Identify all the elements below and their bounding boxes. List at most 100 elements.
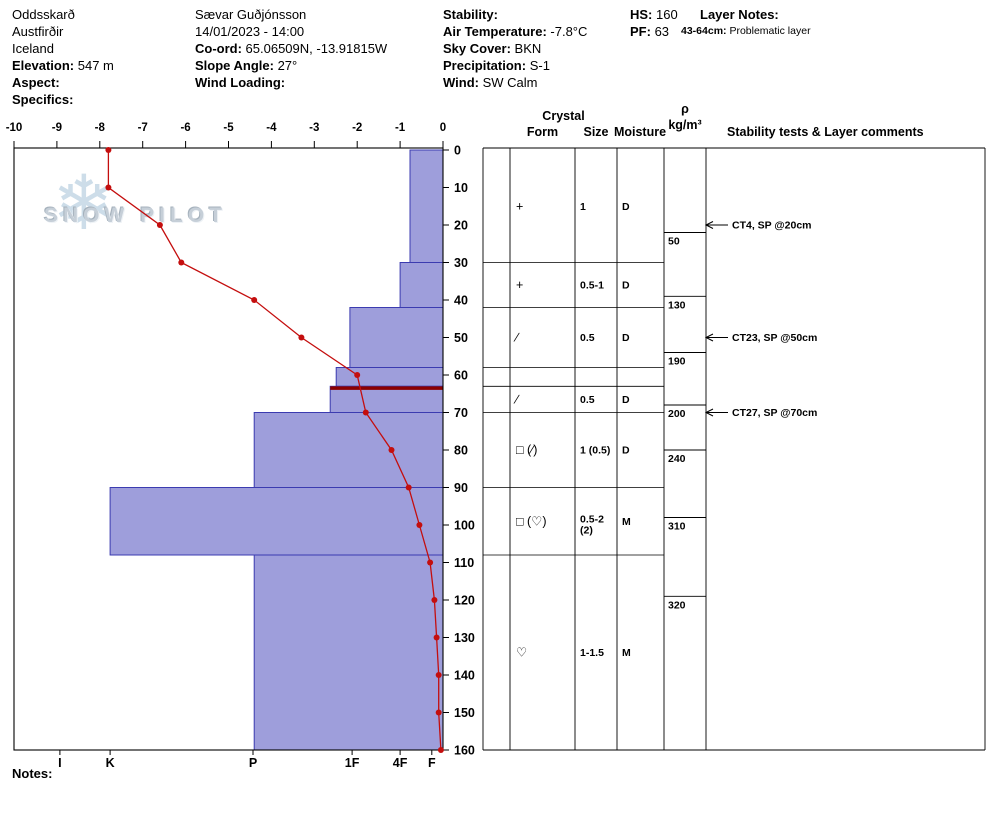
elevation-field: Elevation: 547 m [12, 57, 114, 74]
axis-label: 0 [440, 122, 446, 134]
site-name: Oddsskarð [12, 6, 114, 23]
snowflake-icon: ❄ [52, 161, 116, 246]
density-column: 50 130 190 200 240 310 320 [664, 232, 706, 611]
field-value: SW Calm [478, 75, 538, 90]
axis-label: -5 [223, 122, 234, 134]
field-value: 63 [650, 24, 670, 39]
density-value: 130 [668, 299, 686, 311]
notes-label: Notes: [12, 766, 53, 781]
temp-point [435, 709, 442, 716]
form-cell: □ (∕) [516, 443, 537, 457]
depth-label: 40 [454, 294, 468, 308]
form-header: Form [526, 125, 559, 139]
density-value: 310 [668, 521, 686, 533]
hardness-label: 4F [393, 756, 408, 770]
precipitation-field: Precipitation: S-1 [443, 57, 587, 74]
temperature-profile [105, 147, 444, 753]
site-region: Austfirðir [12, 23, 114, 40]
temp-point [405, 484, 412, 491]
moisture-cell: D [622, 201, 630, 213]
size-header: Size [583, 125, 609, 139]
axis-label: -4 [266, 122, 277, 134]
size-cell: 0.5 [580, 394, 595, 406]
temp-point [178, 259, 185, 266]
site-country: Iceland [12, 40, 114, 57]
size-cell: 0.5-1 [580, 280, 604, 292]
size-cell: (2) [580, 524, 593, 536]
wind-field: Wind: SW Calm [443, 74, 587, 91]
field-value: 14/01/2023 - 14:00 [195, 24, 305, 39]
hardness-label: K [106, 756, 115, 770]
hardness-axis: I K P 1F 4F F [58, 750, 436, 770]
hardness-bar [399, 262, 444, 308]
logo-text: SNOW PILOT [44, 204, 227, 227]
temp-point [105, 184, 112, 191]
size-cell: 0.5-2 [580, 513, 604, 525]
field-label: Air Temperature: [443, 24, 547, 39]
density-value: 240 [668, 453, 686, 465]
temp-point [427, 559, 434, 566]
test-arrowhead [704, 221, 714, 229]
air-temperature-field: Air Temperature: -7.8°C [443, 23, 587, 40]
hardness-bar [253, 554, 444, 751]
hardness-label: P [249, 756, 257, 770]
stability-field: Stability: [443, 6, 587, 23]
depth-label: 110 [454, 556, 474, 570]
moisture-cell: D [622, 445, 630, 457]
layer-note-item: 43-64cm: Problematic layer [681, 25, 811, 37]
field-value: Iceland [12, 41, 54, 56]
depth-label: 100 [454, 519, 475, 533]
field-value: Oddsskarð [12, 7, 75, 22]
size-cell: 1 (0.5) [580, 445, 610, 457]
depth-label: 120 [454, 594, 475, 608]
temp-point [105, 147, 112, 153]
field-label: Stability: [443, 7, 498, 22]
depth-label: 140 [454, 669, 475, 683]
axis-label: -8 [95, 122, 106, 134]
crystal-table-grid [482, 147, 986, 751]
hardness-bar [253, 412, 444, 488]
density-header: ρ [681, 102, 689, 116]
hardness-bar [349, 307, 444, 368]
moisture-cell: D [622, 280, 630, 292]
field-label: Wind Loading: [195, 75, 286, 90]
density-value: 320 [668, 599, 686, 611]
field-label: Co-ord: [195, 41, 242, 56]
depth-label: 10 [454, 181, 468, 195]
field-label: Sky Cover: [443, 41, 511, 56]
field-label: PF: [630, 24, 651, 39]
depth-label: 0 [454, 144, 461, 158]
temp-point [298, 334, 305, 341]
form-cell: + [516, 278, 523, 292]
observer-name: Sævar Guðjónsson [195, 6, 387, 23]
temp-point [435, 672, 442, 678]
axis-label: -1 [395, 122, 406, 134]
axis-label: -2 [352, 122, 362, 134]
slope-angle-field: Slope Angle: 27° [195, 57, 387, 74]
depth-label: 90 [454, 481, 468, 495]
hardness-label: F [428, 756, 436, 770]
test-arrowhead [704, 333, 714, 342]
field-label: Wind: [443, 75, 479, 90]
temp-point [362, 409, 369, 416]
axis-label: -3 [309, 122, 319, 134]
depth-label: 70 [454, 406, 468, 420]
depth-label: 130 [454, 631, 475, 645]
crystal-table-cells: +1 D + 0.5-1 D ∕ 0.5 D ∕ 0.5 D □ (∕) 1 (0.5) D □ (♡) 0.… [513, 199, 631, 659]
form-cell: ∕ [513, 331, 520, 345]
temp-point [437, 747, 444, 753]
temperature-axis: -10 -9 -8 -7 -6 -5 -4 -3 -2 -1 0 [6, 122, 446, 148]
aspect-field: Aspect: [12, 74, 114, 91]
field-label: Slope Angle: [195, 58, 274, 73]
depth-label: 80 [454, 444, 468, 458]
specifics-field: Specifics: [12, 91, 114, 108]
density-units-header: kg/m³ [668, 118, 702, 132]
field-value: BKN [510, 41, 542, 56]
temp-point [354, 372, 361, 378]
pit-foot-field: PF: 63 [630, 23, 678, 40]
stability-tests: CT4, SP @20cm CT23, SP @50cm CT27, SP @70c… [704, 220, 817, 419]
header-totals-block: HS: 160 PF: 63 [630, 6, 678, 40]
size-cell: 1 [580, 201, 586, 213]
hardness-bar [329, 385, 444, 414]
